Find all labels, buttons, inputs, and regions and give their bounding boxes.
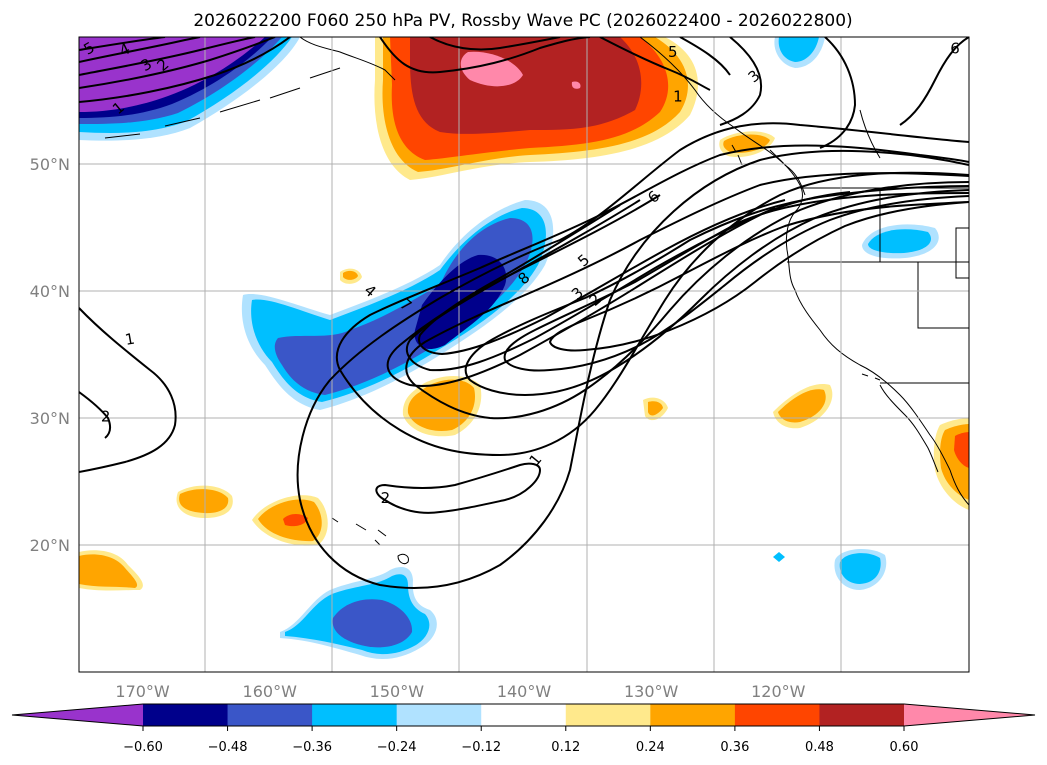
shade-bottom-blue	[332, 599, 413, 648]
border-state-4	[955, 227, 969, 279]
shade-blob-b-red	[283, 514, 308, 527]
contour-1-main	[296, 122, 969, 590]
colorbar-segment	[734, 704, 820, 726]
colorbar-tick-label: 0.24	[636, 740, 665, 755]
contour-bottom-2	[375, 462, 542, 514]
colorbar-segment	[565, 704, 651, 726]
contour-label: 6	[950, 39, 960, 57]
contour-top-right-3	[719, 37, 763, 126]
contour-label: 2	[381, 489, 391, 507]
contour-label: 1	[673, 88, 683, 106]
y-tick-label: 30°N	[30, 409, 70, 428]
islands-channel	[861, 373, 881, 381]
colorbar-segment	[312, 704, 398, 726]
colorbar-tick-label: −0.12	[461, 740, 501, 755]
colorbar-tick-label: 0.12	[551, 740, 580, 755]
coastline-baja	[879, 384, 939, 473]
shade-blob-h-cyan	[778, 37, 819, 62]
coastline-us-west	[786, 249, 951, 471]
colorbar-tick-label: −0.60	[123, 740, 163, 755]
y-tick-label: 20°N	[30, 536, 70, 555]
contour-6-main	[503, 192, 969, 372]
border-bc-alberta	[859, 109, 881, 159]
colorbar-tick-label: 0.60	[890, 740, 919, 755]
contour-top-left-1	[79, 37, 291, 103]
y-tick-label: 40°N	[30, 282, 70, 301]
shade-left-orange	[79, 554, 138, 588]
shade-top-darkred	[410, 37, 642, 134]
coastline-aleutians	[104, 67, 341, 139]
colorbar-tick-label: 0.48	[805, 740, 834, 755]
shade-blob-a-orange	[179, 489, 229, 514]
contour-top-left-4	[79, 37, 201, 63]
chart-title: 2026022200 F060 250 hPa PV, Rossby Wave …	[193, 11, 852, 31]
shade-right-red	[954, 432, 969, 468]
x-axis: 170°W 160°W 150°W 140°W 130°W 120°W	[115, 682, 805, 701]
shade-top-pink-small	[571, 81, 581, 89]
y-tick-label: 50°N	[30, 155, 70, 174]
colorbar-ticks: −0.60 −0.48 −0.36 −0.24 −0.12 0.12 0.24 …	[123, 740, 918, 755]
contour-label: 5	[668, 43, 678, 61]
y-axis: 50°N 40°N 30°N 20°N	[30, 155, 70, 555]
colorbar-extend-min	[12, 704, 143, 726]
gridlines	[79, 37, 969, 672]
contour-top-left-3	[79, 37, 256, 76]
shade-top-left-purple	[79, 37, 265, 112]
x-tick-label: 140°W	[497, 682, 552, 701]
contour-2-main	[335, 144, 969, 457]
colorbar-tick-label: −0.36	[292, 740, 332, 755]
shade-blob-d-orange	[648, 401, 663, 416]
shade-blob-e-orange	[778, 389, 826, 423]
x-tick-label: 130°W	[624, 682, 679, 701]
contour-top-ridge-2	[429, 37, 561, 51]
contour-top-left-2	[79, 37, 276, 89]
border-state-3	[917, 262, 969, 329]
colorbar	[11, 703, 1036, 731]
contour-top-ridge	[379, 37, 591, 74]
contour-5-main	[464, 185, 969, 397]
contour-inner-2	[405, 199, 776, 372]
shade-top-pink	[460, 51, 523, 87]
colorbar-tick-label: −0.48	[208, 740, 248, 755]
x-tick-label: 120°W	[751, 682, 806, 701]
coastline-alaska-peninsula	[299, 37, 396, 81]
contour-left-2	[79, 391, 112, 439]
contour-label: 2	[101, 408, 111, 426]
islands-hawaii-2	[374, 539, 381, 546]
colorbar-segment	[396, 704, 482, 726]
x-tick-label: 160°W	[243, 682, 298, 701]
shade-blob-i-cyan	[839, 553, 881, 584]
contour-label: 1	[124, 330, 137, 349]
colorbar-segment	[650, 704, 736, 726]
shade-blob-g-cyan	[868, 229, 931, 254]
contour-left-1	[79, 307, 177, 473]
colorbar-tick-label: −0.24	[377, 740, 417, 755]
contour-top-left-5	[79, 37, 166, 51]
contour-top-ridge-3	[599, 37, 711, 91]
pv-contours	[79, 37, 969, 590]
colorbar-tick-label: 0.36	[720, 740, 749, 755]
coastline-mexico	[949, 469, 969, 506]
map-frame	[78, 36, 970, 673]
shade-blob-j-cyan	[773, 552, 785, 562]
colorbar-segment	[143, 704, 229, 726]
shade-blob-c-orange	[343, 270, 358, 280]
contour-inner-3	[418, 199, 786, 356]
contour-top-right-b	[679, 37, 731, 76]
x-tick-label: 150°W	[370, 682, 425, 701]
contour-8-main	[548, 201, 969, 352]
x-tick-label: 170°W	[115, 682, 170, 701]
colorbar-segment	[481, 704, 567, 726]
colorbar-segment	[819, 704, 905, 726]
islands-hawaii	[331, 517, 409, 565]
colorbar-extend-max	[904, 704, 1035, 726]
contour-top-right-6	[899, 37, 969, 126]
colorbar-segment	[227, 704, 313, 726]
contour-top-right-a	[819, 37, 857, 149]
